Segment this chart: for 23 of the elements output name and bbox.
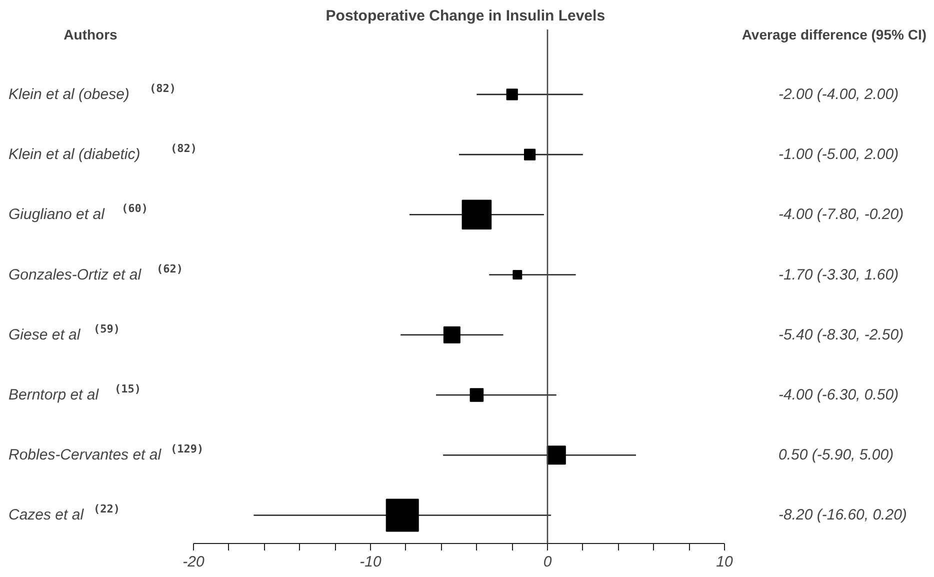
y-tick-label: Berntorp et al (15) [8, 382, 141, 404]
text: Authors [64, 26, 118, 42]
category-label: Klein et al (obese) (82) [8, 82, 176, 103]
text: -4.00 (-6.30, 0.50) [778, 386, 899, 404]
x-tick-label: -10 [360, 554, 382, 570]
text: -8.20 (-16.60, 0.20) [778, 506, 907, 524]
text: -5.40 (-8.30, -2.50) [778, 326, 904, 344]
text: -2.00 (-4.00, 2.00) [778, 86, 899, 103]
y-tick-label: Giese et al (59) [8, 322, 120, 344]
text: -1.70 (-3.30, 1.60) [778, 266, 899, 284]
text: Average difference (95% CI) [742, 26, 927, 42]
x-tick-label: 0 [543, 554, 552, 570]
text: -4.00 (-7.80, -0.20) [778, 206, 904, 224]
text: 0.50 (-5.90, 5.00) [778, 446, 894, 464]
chart-title: Postoperative Change in Insulin Levels [326, 8, 606, 24]
y-tick-label: Giugliano et al (60) [8, 202, 148, 224]
x-tick-label: -20 [182, 554, 205, 570]
y-tick-label: Robles-Cervantes et al (129) [8, 442, 204, 464]
y-tick-label: Gonzales-Ortiz et al (62) [8, 262, 183, 284]
text: -1.00 (-5.00, 2.00) [778, 146, 899, 164]
y-tick-label: Cazes et al (22) [8, 502, 120, 524]
x-tick-label: 10 [716, 554, 734, 570]
category-label: Klein et al (diabetic) (82) [8, 142, 197, 164]
